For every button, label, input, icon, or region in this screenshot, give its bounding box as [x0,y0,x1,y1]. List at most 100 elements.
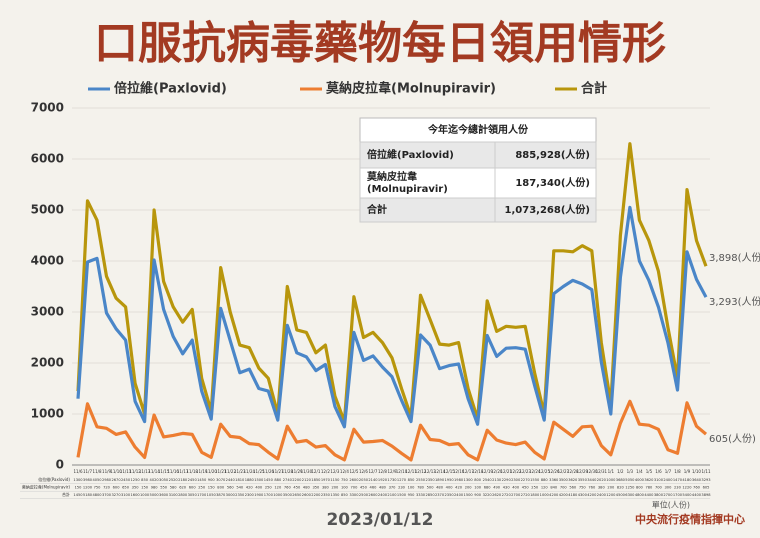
table-cell: 720 [103,486,111,490]
y-tick-label: 3000 [31,305,64,319]
x-tick-label: 1/3 [627,469,634,474]
table-cell: 1350 [330,493,340,497]
table-cell: 480 [303,486,311,490]
table-cell: 150 [208,486,216,490]
y-tick-label: 6000 [31,152,64,166]
table-cell: 4200 [559,493,569,497]
table-cell: 950 [408,493,416,497]
y-tick-label: 2000 [31,356,64,370]
table-cell: 2140 [368,478,378,482]
table-cell: 540 [236,486,244,490]
table-row-label: 莫納皮拉韋(Molnupiravir) [22,484,71,490]
table-cell: 200 [607,486,615,490]
table-cell: 2350 [321,493,331,497]
table-cell: 200 [465,486,473,490]
table-cell: 680 [484,486,492,490]
date: 2023/01/12 [326,510,433,530]
table-cell: 2440 [226,478,236,482]
table-cell: 460 [370,486,378,490]
table-cell: 420 [455,486,463,490]
table-cell: 3500 [283,493,293,497]
table-cell: 2100 [387,493,397,497]
table-cell: 3270 [111,493,121,497]
x-tick-label: 11/29 [291,469,303,474]
table-cell: 4200 [587,493,597,497]
legend-label: 倍拉維(Paxlovid) [114,81,227,97]
table-cell: 3050 [159,478,169,482]
table-cell: 2620 [492,493,502,497]
table-cell: 1270 [397,478,407,482]
summary-name: (Molnupiravir) [367,184,448,195]
x-tick-label: 12/13 [424,469,436,474]
table-cell: 1220 [682,486,692,490]
table-cell: 3620 [568,478,578,482]
x-tick-label: 12/26 [548,469,560,474]
table-cell: 2370 [435,493,445,497]
table-cell: 150 [75,486,83,490]
table-cell: 4180 [682,478,692,482]
table-cell: 1880 [245,478,255,482]
source: 中央流行疫情指揮中心 [635,512,745,526]
table-cell: 780 [417,486,425,490]
table-cell: 1450 [73,493,83,497]
table-cell: 450 [522,486,530,490]
x-tick-label: 12/6 [359,469,368,474]
table-cell: 2120 [302,478,312,482]
table-cell: 550 [160,486,168,490]
table-cell: 4800 [92,493,102,497]
table-cell: 2450 [121,478,131,482]
table-cell: 880 [274,478,282,482]
table-cell: 230 [674,486,682,490]
table-cell: 5000 [150,493,160,497]
table-cell: 2350 [445,493,455,497]
table-cell: 3100 [169,493,179,497]
table-cell: 120 [274,486,282,490]
table-cell: 760 [693,486,701,490]
table-cell: 100 [474,486,482,490]
table-cell: 2300 [511,478,521,482]
table-cell: 1950 [445,478,455,482]
table-row-label: 合計 [62,491,70,497]
table-cell: 2500 [359,493,369,497]
table-cell: 3870 [216,493,226,497]
summary-name: 莫納皮拉韋 [366,170,417,183]
table-cell: 2350 [235,493,245,497]
table-cell: 2400 [663,478,673,482]
y-tick-label: 7000 [31,101,64,115]
table-cell: 840 [550,486,558,490]
x-tick-label: 12/20 [491,469,503,474]
table-cell: 560 [227,486,235,490]
table-cell: 100 [341,486,349,490]
table-cell: 2350 [425,478,435,482]
table-cell: 1200 [606,493,616,497]
x-tick-label: 1/5 [646,469,653,474]
table-cell: 800 [636,486,644,490]
x-tick-label: 12/14 [434,469,446,474]
x-tick-label: 1/6 [655,469,662,474]
x-tick-label: 11/28 [282,469,294,474]
x-tick-label: 12/22 [510,469,522,474]
table-cell: 1200 [83,486,93,490]
table-cell: 2800 [178,493,188,497]
x-tick-label: 11/17 [177,469,189,474]
table-cell: 700 [351,486,359,490]
table-cell: 1000 [140,493,150,497]
table-cell: 1000 [540,493,550,497]
table-cell: 1970 [321,478,331,482]
table-cell: 2540 [483,478,493,482]
x-tick-label: 12/21 [500,469,512,474]
x-tick-label: 11/7 [83,469,92,474]
table-cell: 150 [141,486,149,490]
x-tick-label: 12/17 [462,469,474,474]
table-cell: 880 [541,478,549,482]
table-cell: 4000 [635,478,645,482]
table-cell: 600 [113,486,121,490]
table-cell: 2400 [597,493,607,497]
y-tick-label: 0 [56,458,64,472]
x-tick-label: 12/29 [577,469,589,474]
table-cell: 3440 [587,478,597,482]
table-cell: 1000 [273,493,283,497]
table-cell: 1700 [673,493,683,497]
table-cell: 1150 [330,478,340,482]
